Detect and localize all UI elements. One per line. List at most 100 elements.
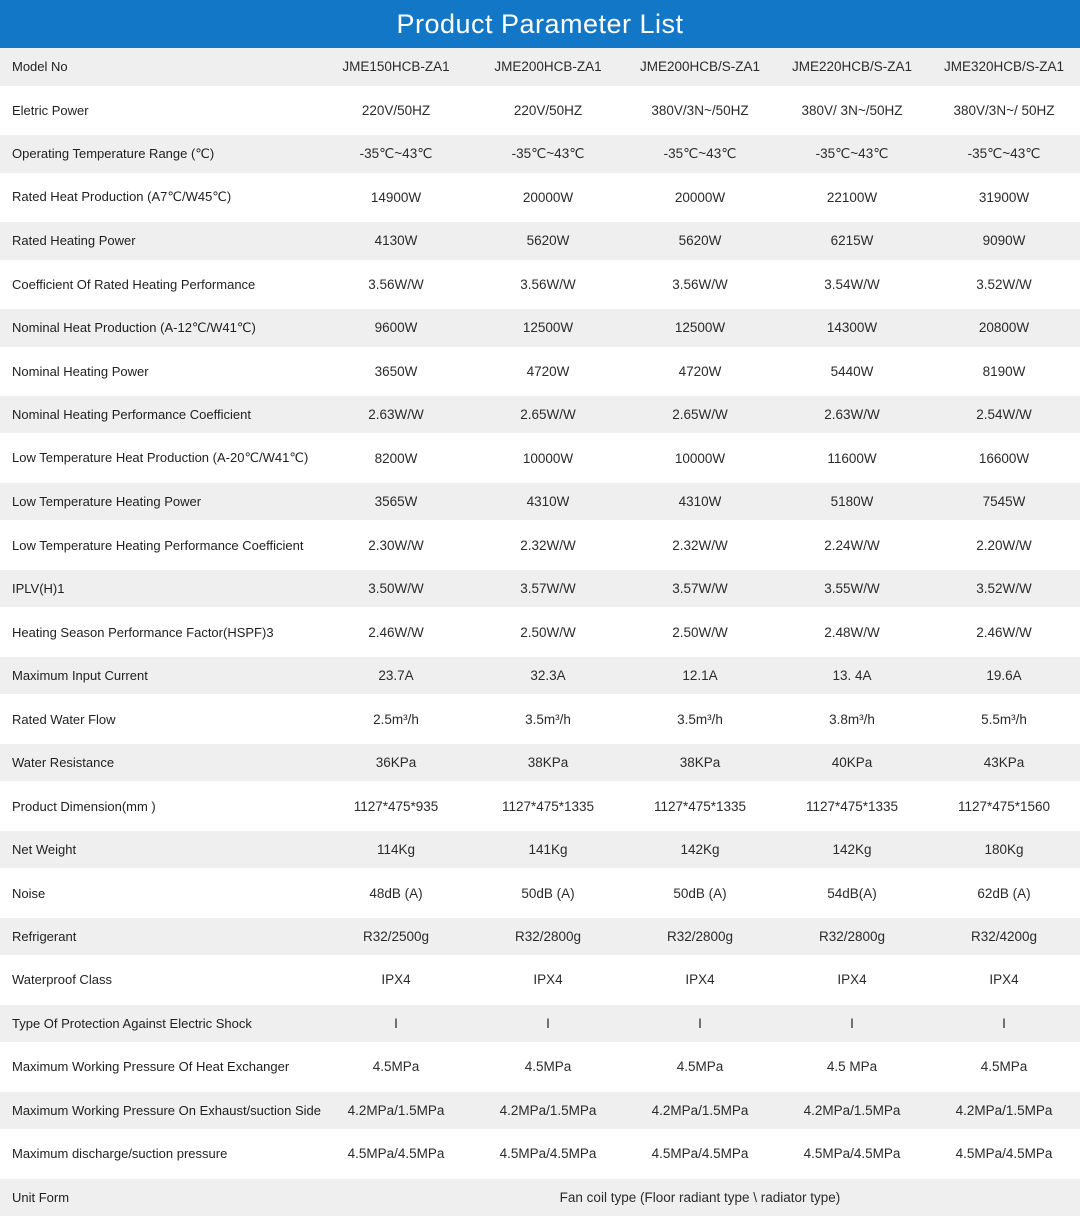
- cell-value: 3.8m³/h: [829, 711, 875, 727]
- cell-value: 20000W: [522, 189, 574, 205]
- cell-value: 3.56W/W: [368, 276, 424, 292]
- cell-value: 31900W: [978, 189, 1030, 205]
- row-label: Nominal Heating Power: [12, 363, 149, 379]
- cell-value: 20800W: [978, 320, 1030, 336]
- cell-value: 1127*475*1560: [957, 798, 1051, 814]
- row-label: Model No: [12, 59, 68, 75]
- cell-value: 50dB (A): [673, 885, 727, 901]
- cell-value: 4720W: [526, 363, 570, 379]
- cell-value: 3.54W/W: [824, 276, 880, 292]
- cell-value: -35℃~43℃: [815, 145, 889, 161]
- cell-value: 2.20W/W: [976, 537, 1032, 553]
- row-label: Rated Water Flow: [12, 711, 116, 727]
- table-row: Unit Form Fan coil type (Floor radiant ty…: [0, 1178, 1080, 1217]
- cell-value: I: [850, 1015, 854, 1031]
- cell-value: I: [394, 1015, 398, 1031]
- cell-value: 2.48W/W: [824, 624, 880, 640]
- row-label: Low Temperature Heating Performance Coef…: [12, 537, 304, 553]
- cell-value: 4720W: [678, 363, 722, 379]
- cell-value: IPX4: [685, 972, 715, 988]
- cell-value: 4.5MPa/4.5MPa: [955, 1146, 1053, 1162]
- cell-value: 54dB(A): [827, 885, 877, 901]
- cell-value: 3.57W/W: [672, 581, 728, 597]
- table-row: Model No JME150HCB-ZA1 JME200HCB-ZA1 JME200…: [0, 48, 1080, 86]
- cell-value: 50dB (A): [521, 885, 575, 901]
- cell-value: 10000W: [674, 450, 726, 466]
- table-row: Net Weight 114Kg 141Kg 142Kg 142Kg 180Kg: [0, 830, 1080, 869]
- cell-value: 4.5MPa/4.5MPa: [347, 1146, 445, 1162]
- table-row: Rated Heat Production (A7℃/W45℃) 14900W 20…: [0, 178, 1080, 217]
- cell-value: 14900W: [370, 189, 422, 205]
- cell-value: 8200W: [374, 450, 418, 466]
- cell-value: 4.2MPa/1.5MPa: [955, 1102, 1053, 1118]
- table-row: Nominal Heating Power 3650W 4720W 4720W 5440…: [0, 352, 1080, 390]
- cell-value: 48dB (A): [369, 885, 423, 901]
- row-label: Maximum discharge/suction pressure: [12, 1146, 228, 1162]
- cell-value: I: [546, 1015, 550, 1031]
- cell-value: 5180W: [830, 494, 874, 510]
- span-value: Fan coil type (Floor radiant type \ radi…: [559, 1189, 841, 1205]
- cell-value: 4.2MPa/1.5MPa: [651, 1102, 749, 1118]
- cell-value: 220V/50HZ: [513, 102, 583, 118]
- cell-value: IPX4: [533, 972, 563, 988]
- cell-value: 4.5 MPa: [826, 1059, 878, 1075]
- table-row: Waterproof Class IPX4 IPX4 IPX4 IPX4 IPX4: [0, 961, 1080, 999]
- cell-value: 10000W: [522, 450, 574, 466]
- cell-value: 114Kg: [376, 842, 416, 858]
- row-label: Eletric Power: [12, 102, 89, 118]
- cell-value: 3.55W/W: [824, 581, 880, 597]
- cell-value: 20000W: [674, 189, 726, 205]
- cell-value: 16600W: [978, 450, 1030, 466]
- cell-value: 2.50W/W: [520, 624, 576, 640]
- cell-value: IPX4: [837, 972, 867, 988]
- cell-value: 3.57W/W: [520, 581, 576, 597]
- cell-value: 43KPa: [983, 755, 1025, 771]
- cell-value: I: [1002, 1015, 1006, 1031]
- parameter-table: Model No JME150HCB-ZA1 JME200HCB-ZA1 JME200…: [0, 48, 1080, 1217]
- table-row: Heating Season Performance Factor(HSPF)3…: [0, 613, 1080, 651]
- table-row: Low Temperature Heating Performance Coef…: [0, 526, 1080, 564]
- cell-value: 4.5MPa/4.5MPa: [803, 1146, 901, 1162]
- cell-value: 3.5m³/h: [525, 711, 571, 727]
- cell-value: 4.5MPa/4.5MPa: [499, 1146, 597, 1162]
- cell-value: 14300W: [826, 320, 878, 336]
- row-label: Unit Form: [12, 1189, 70, 1205]
- table-row: Refrigerant R32/2500g R32/2800g R32/2800g R3…: [0, 917, 1080, 956]
- cell-value: 4.5MPa/4.5MPa: [651, 1146, 749, 1162]
- cell-value: 380V/3N~/50HZ: [651, 102, 749, 118]
- row-label: Nominal Heating Performance Coefficient: [12, 407, 251, 423]
- row-label: Maximum Input Current: [12, 668, 148, 684]
- cell-value: 5620W: [526, 233, 570, 249]
- cell-value: JME320HCB/S-ZA1: [943, 59, 1065, 75]
- cell-value: 142Kg: [680, 842, 720, 858]
- table-row: Low Temperature Heating Power 3565W 4310W 4…: [0, 482, 1080, 521]
- row-label: Net Weight: [12, 842, 77, 858]
- row-label: Noise: [12, 885, 46, 901]
- cell-value: 4.2MPa/1.5MPa: [803, 1102, 901, 1118]
- cell-value: -35℃~43℃: [663, 145, 737, 161]
- row-label: Rated Heating Power: [12, 233, 136, 249]
- cell-value: 8190W: [982, 363, 1026, 379]
- row-label: Low Temperature Heat Production (A-20℃/W…: [12, 450, 309, 466]
- table-row: Maximum Working Pressure On Exhaust/suct…: [0, 1091, 1080, 1130]
- row-label: Maximum Working Pressure On Exhaust/suct…: [12, 1102, 321, 1118]
- cell-value: R32/2800g: [818, 928, 886, 944]
- cell-value: 3.50W/W: [368, 581, 424, 597]
- row-label: Water Resistance: [12, 755, 115, 771]
- cell-value: 2.46W/W: [368, 624, 424, 640]
- row-label: Refrigerant: [12, 928, 77, 944]
- cell-value: 38KPa: [527, 755, 569, 771]
- cell-value: R32/2800g: [514, 928, 582, 944]
- cell-value: R32/4200g: [970, 928, 1038, 944]
- cell-value: 3650W: [374, 363, 418, 379]
- row-label: Maximum Working Pressure Of Heat Exchang…: [12, 1059, 290, 1075]
- cell-value: 2.30W/W: [368, 537, 424, 553]
- cell-value: 62dB (A): [977, 885, 1031, 901]
- cell-value: 3.5m³/h: [677, 711, 723, 727]
- table-row: Noise 48dB (A) 50dB (A) 50dB (A) 54dB(A) 62dB…: [0, 874, 1080, 912]
- cell-value: 5.5m³/h: [981, 711, 1027, 727]
- cell-value: 3.52W/W: [976, 276, 1032, 292]
- table-row: IPLV(H)1 3.50W/W 3.57W/W 3.57W/W 3.55W/W 3.52…: [0, 569, 1080, 608]
- row-label: Product Dimension(mm ): [12, 798, 156, 814]
- cell-value: 2.24W/W: [824, 537, 880, 553]
